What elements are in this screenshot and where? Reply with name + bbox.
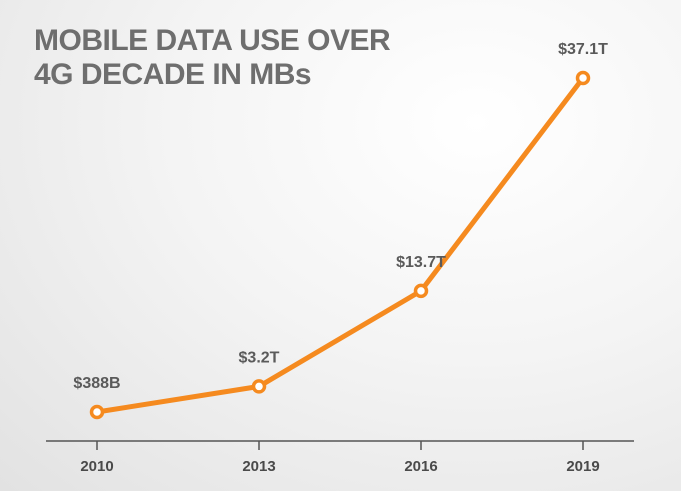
x-tick-label-2010: 2010	[80, 458, 113, 475]
data-point-2013	[251, 379, 267, 394]
data-point-2016	[413, 283, 429, 299]
x-tick-label-2016: 2016	[404, 458, 437, 475]
data-label-2016: $13.7T	[396, 254, 446, 271]
x-tick-label-2019: 2019	[566, 458, 599, 475]
chart-title: MOBILE DATA USE OVER 4G DECADE IN MBs	[34, 24, 391, 92]
series-line	[94, 75, 586, 415]
data-point-2010	[89, 404, 105, 420]
data-label-2019: $37.1T	[558, 41, 608, 58]
chart-title-line-1: MOBILE DATA USE OVER	[34, 24, 391, 57]
data-point-2019	[575, 70, 591, 86]
x-tick-label-2013: 2013	[242, 458, 275, 475]
chart-title-line-2: 4G DECADE IN MBs	[34, 58, 312, 91]
data-label-2013: $3.2T	[239, 349, 280, 366]
data-label-2010: $388B	[73, 375, 120, 392]
